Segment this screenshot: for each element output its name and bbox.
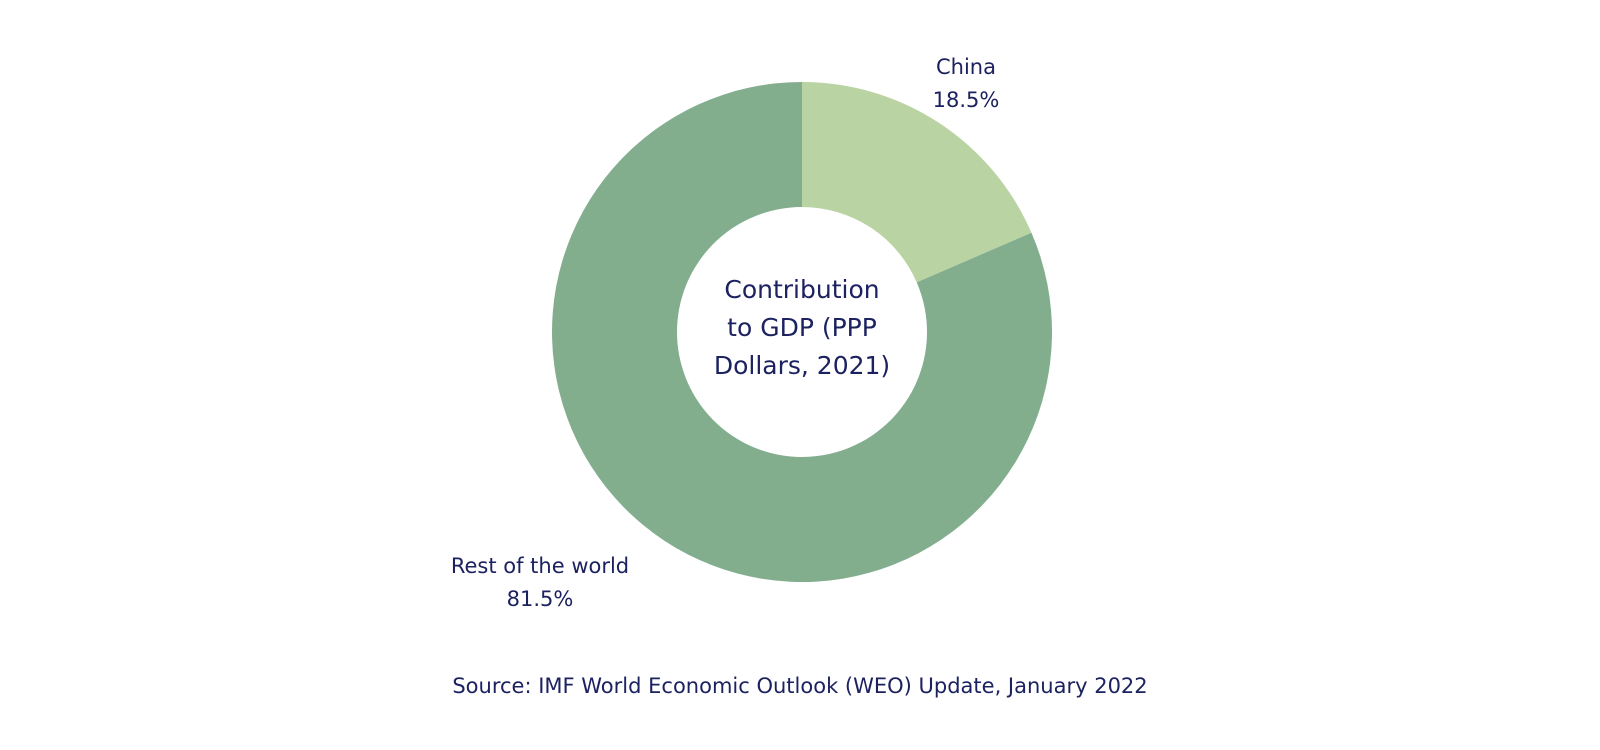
slice-label-rest-value: 81.5% [507, 587, 574, 611]
slice-label-china-name: China [936, 55, 996, 79]
slice-labels: China 18.5% Rest of the world 81.5% [451, 55, 1000, 611]
center-label-line-1: Contribution [724, 275, 879, 304]
slice-label-china-value: 18.5% [933, 88, 1000, 112]
slice-china [802, 82, 1032, 283]
donut-center-label: Contribution to GDP (PPP Dollars, 2021) [714, 275, 890, 380]
slice-rest-of-the-world [551, 82, 1052, 583]
slice-label-rest-name: Rest of the world [451, 554, 629, 578]
center-label-line-3: Dollars, 2021) [714, 351, 890, 380]
source-note: Source: IMF World Economic Outlook (WEO)… [452, 674, 1148, 698]
donut-slices [551, 82, 1052, 583]
center-label-line-2: to GDP (PPP [727, 313, 877, 342]
